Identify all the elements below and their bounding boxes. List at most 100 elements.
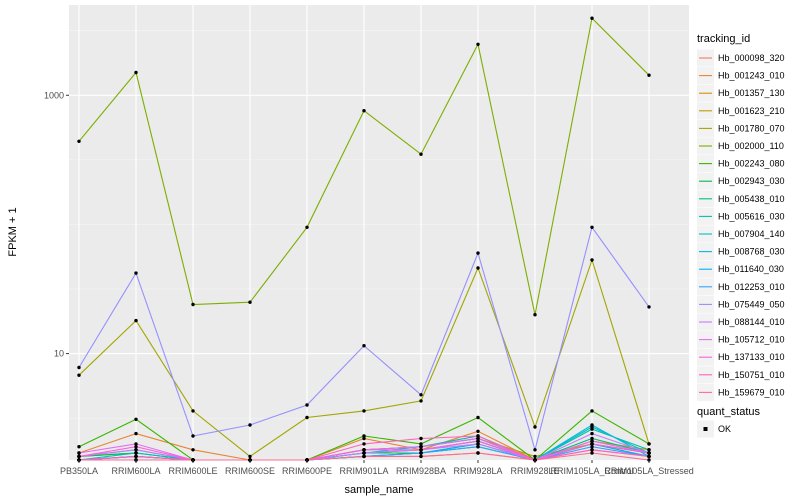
- legend-label-Hb_002243_080: Hb_002243_080: [718, 159, 785, 169]
- legend-label-Hb_005616_030: Hb_005616_030: [718, 211, 785, 221]
- legend-label-Hb_007904_140: Hb_007904_140: [718, 229, 785, 239]
- legend-label-Hb_011640_030: Hb_011640_030: [718, 264, 784, 274]
- data-point: [77, 365, 81, 370]
- data-point: [476, 429, 480, 433]
- legend-label-Hb_088144_010: Hb_088144_010: [718, 317, 785, 327]
- y-axis-ticks: 10 1000: [44, 90, 69, 359]
- data-point: [305, 403, 309, 407]
- data-point: [647, 73, 651, 77]
- legend-label-Hb_001243_010: Hb_001243_010: [718, 71, 785, 81]
- legend-shape-label: OK: [718, 424, 731, 434]
- data-point: [134, 442, 138, 446]
- data-point: [362, 442, 366, 446]
- legend-label-Hb_005438_010: Hb_005438_010: [718, 194, 785, 204]
- x-axis-ticks: PB350LA RRIM600LA RRIM600LE RRIM600SE RRIM60…: [60, 460, 694, 476]
- data-point: [362, 448, 366, 452]
- data-point: [362, 454, 366, 459]
- data-point: [419, 436, 423, 441]
- data-point: [647, 305, 651, 309]
- legend-label-Hb_075449_050: Hb_075449_050: [718, 299, 785, 309]
- legend-label-Hb_000098_320: Hb_000098_320: [718, 53, 785, 63]
- data-point: [362, 434, 366, 438]
- data-point: [362, 344, 366, 348]
- legend: tracking_id Hb_000098_320 Hb_001243_010 Hb…: [697, 33, 785, 438]
- data-point: [134, 445, 138, 449]
- data-point: [191, 448, 195, 452]
- x-tick-label: RRIM928BA: [396, 466, 446, 476]
- data-point: [419, 152, 423, 156]
- data-point: [362, 109, 366, 113]
- x-tick-label: RRIM600SE: [225, 466, 275, 476]
- legend-label-Hb_001357_130: Hb_001357_130: [718, 88, 785, 98]
- data-point: [590, 439, 594, 443]
- data-point: [134, 271, 138, 275]
- legend-label-Hb_001623_210: Hb_001623_210: [718, 106, 785, 116]
- data-point: [476, 42, 480, 46]
- data-point: [533, 448, 537, 452]
- data-point: [191, 434, 195, 438]
- data-point: [476, 436, 480, 441]
- data-point: [305, 415, 309, 420]
- x-axis-title: sample_name: [344, 484, 413, 496]
- data-point: [476, 251, 480, 255]
- data-point: [419, 442, 423, 446]
- data-point: [419, 399, 423, 403]
- x-tick-label: RRIM928LA: [453, 466, 502, 476]
- legend-label-Hb_137133_010: Hb_137133_010: [718, 352, 785, 362]
- x-tick-label: PB350LA: [60, 466, 98, 476]
- data-point: [590, 442, 594, 446]
- legend-shape-title: quant_status: [697, 406, 760, 418]
- legend-label-Hb_150751_010: Hb_150751_010: [718, 370, 785, 380]
- data-point: [419, 451, 423, 455]
- data-point: [77, 454, 81, 459]
- data-point: [134, 417, 138, 421]
- data-point: [248, 300, 252, 304]
- data-point: [134, 70, 138, 75]
- data-point: [191, 302, 195, 307]
- legend-shape-marker: [703, 427, 708, 431]
- x-tick-label: RRIM105LA_Control: [550, 466, 633, 476]
- x-tick-label: RRIM600LE: [168, 466, 217, 476]
- legend-label-Hb_002000_110: Hb_002000_110: [718, 141, 784, 151]
- data-point: [647, 451, 651, 455]
- data-point: [590, 258, 594, 262]
- data-point: [590, 448, 594, 452]
- data-point: [476, 439, 480, 443]
- legend-label-Hb_105712_010: Hb_105712_010: [718, 335, 785, 345]
- data-point: [647, 448, 651, 452]
- data-point: [248, 454, 252, 459]
- plot-panel: [69, 5, 689, 460]
- data-point: [134, 451, 138, 455]
- legend-label-Hb_001780_070: Hb_001780_070: [718, 123, 785, 133]
- data-point: [476, 434, 480, 438]
- data-point: [362, 451, 366, 455]
- y-tick-label: 10: [54, 349, 64, 359]
- data-point: [305, 225, 309, 229]
- legend-shape-items: OK: [697, 420, 731, 438]
- x-tick-label: RRIM600LA: [111, 466, 160, 476]
- data-point: [77, 451, 81, 455]
- data-point: [77, 373, 81, 377]
- data-point: [419, 454, 423, 459]
- x-tick-label: RRIM105LA_Stressed: [604, 466, 694, 476]
- data-point: [533, 313, 537, 317]
- data-point: [362, 409, 366, 413]
- x-tick-label: RRIM928LE: [510, 466, 559, 476]
- legend-label-Hb_008768_030: Hb_008768_030: [718, 247, 785, 257]
- data-point: [647, 442, 651, 446]
- y-axis-title: FPKM + 1: [7, 207, 19, 256]
- data-point: [590, 16, 594, 20]
- data-point: [476, 451, 480, 455]
- legend-color-title: tracking_id: [697, 33, 750, 45]
- data-point: [419, 393, 423, 397]
- data-point: [77, 445, 81, 449]
- x-tick-label: RRIM901LA: [339, 466, 388, 476]
- data-point: [419, 448, 423, 452]
- data-points: [77, 16, 651, 462]
- legend-label-Hb_002943_030: Hb_002943_030: [718, 176, 785, 186]
- data-point: [476, 266, 480, 270]
- legend-label-Hb_012253_010: Hb_012253_010: [718, 282, 785, 292]
- data-point: [647, 454, 651, 459]
- data-point: [191, 409, 195, 413]
